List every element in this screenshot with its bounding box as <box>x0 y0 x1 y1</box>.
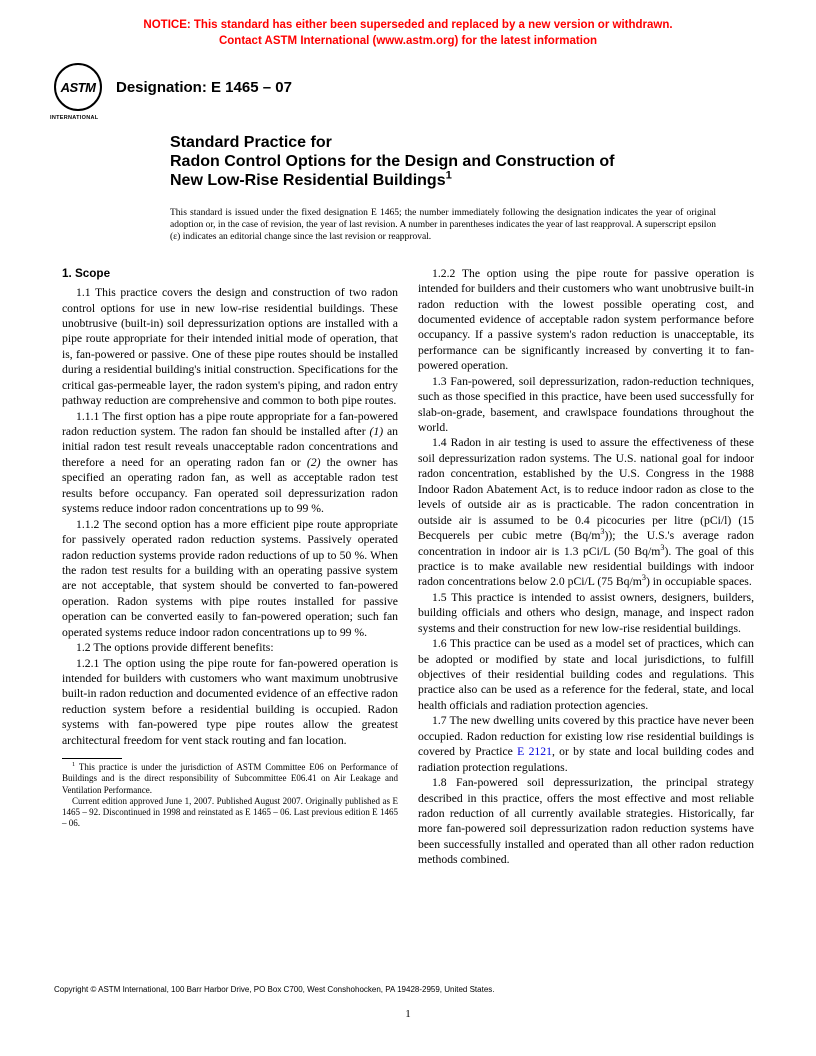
title-main-l2: New Low-Rise Residential Buildings1 <box>170 171 736 190</box>
section-head-scope: 1. Scope <box>62 266 398 281</box>
logo-sub: INTERNATIONAL <box>50 115 98 121</box>
notice-banner: NOTICE: This standard has either been su… <box>0 0 816 49</box>
page-number: 1 <box>0 1008 816 1020</box>
para-1-2-2: 1.2.2 The option using the pipe route fo… <box>418 266 754 374</box>
footnote-1a: 1 This practice is under the jurisdictio… <box>62 762 398 796</box>
astm-logo: ASTM INTERNATIONAL <box>54 63 102 111</box>
footnote-1b: Current edition approved June 1, 2007. P… <box>62 796 398 830</box>
footnote-separator <box>62 758 122 759</box>
para-1-2-1: 1.2.1 The option using the pipe route fo… <box>62 656 398 749</box>
para-1-5: 1.5 This practice is intended to assist … <box>418 590 754 636</box>
title-lead: Standard Practice for <box>170 133 736 152</box>
notice-url[interactable]: www.astm.org <box>376 35 454 47</box>
para-1-7: 1.7 The new dwelling units covered by th… <box>418 713 754 775</box>
para-1-6: 1.6 This practice can be used as a model… <box>418 636 754 713</box>
notice-line1: NOTICE: This standard has either been su… <box>143 19 672 31</box>
para-1-4: 1.4 Radon in air testing is used to assu… <box>418 435 754 589</box>
body-columns: 1. Scope 1.1 This practice covers the de… <box>0 244 816 868</box>
para-1-1-2: 1.1.2 The second option has a more effic… <box>62 517 398 641</box>
link-e2121[interactable]: E 2121 <box>517 745 552 758</box>
header-row: ASTM INTERNATIONAL Designation: E 1465 –… <box>0 49 816 111</box>
para-1-8: 1.8 Fan-powered soil depressurization, t… <box>418 775 754 868</box>
para-1-2: 1.2 The options provide different benefi… <box>62 640 398 655</box>
notice-line2-pre: Contact ASTM International ( <box>219 35 376 47</box>
para-1-1: 1.1 This practice covers the design and … <box>62 285 398 409</box>
title-block: Standard Practice for Radon Control Opti… <box>0 111 816 191</box>
para-1-3: 1.3 Fan-powered, soil depressurization, … <box>418 374 754 436</box>
designation: Designation: E 1465 – 07 <box>116 79 292 96</box>
copyright: Copyright © ASTM International, 100 Barr… <box>54 985 495 994</box>
issue-note: This standard is issued under the fixed … <box>0 191 816 244</box>
para-1-1-1: 1.1.1 The first option has a pipe route … <box>62 409 398 517</box>
logo-text: ASTM <box>54 63 102 111</box>
title-main-l1: Radon Control Options for the Design and… <box>170 152 736 171</box>
notice-line2-post: ) for the latest information <box>455 35 597 47</box>
